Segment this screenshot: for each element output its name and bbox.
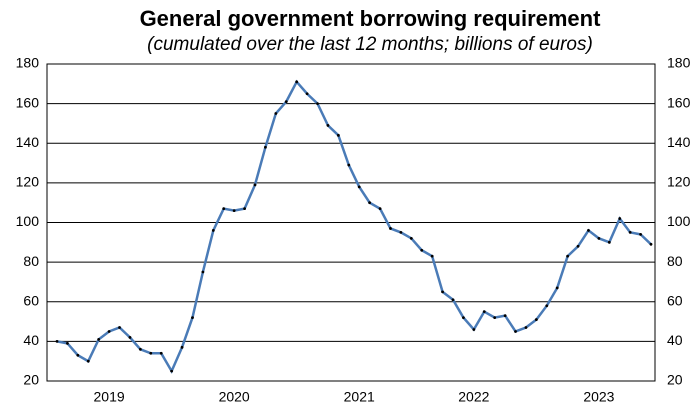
y-tick-label: 40 [23, 332, 39, 348]
data-point [409, 236, 413, 240]
data-point [86, 359, 90, 363]
data-point [399, 231, 403, 234]
x-tick-label: 2022 [458, 389, 489, 405]
y2-tick-label: 160 [667, 94, 691, 110]
data-point [587, 229, 590, 232]
data-point [493, 316, 497, 319]
data-point [159, 351, 163, 355]
x-tick-label: 2020 [219, 389, 250, 405]
y2-tick-label: 120 [667, 174, 691, 190]
data-point [253, 183, 257, 187]
data-point [201, 270, 205, 274]
data-line [56, 79, 652, 374]
data-point [316, 102, 319, 106]
data-point [524, 326, 528, 329]
data-point [378, 207, 382, 211]
y-tick-label: 60 [23, 292, 39, 308]
data-point [55, 339, 59, 343]
data-point [607, 240, 611, 244]
data-point [211, 229, 215, 232]
data-point [180, 345, 184, 349]
data-point [347, 163, 351, 167]
chart-subtitle: (cumulated over the last 12 months; bill… [147, 34, 593, 55]
data-point [482, 310, 486, 314]
data-point [232, 209, 236, 213]
y-tick-label: 180 [16, 55, 40, 71]
y2-tick-label: 80 [667, 253, 683, 269]
data-point [66, 341, 69, 345]
data-point [597, 236, 601, 240]
data-point [534, 318, 538, 321]
chart-title: General government borrowing requirement [140, 6, 602, 31]
y-tick-label: 80 [23, 253, 39, 269]
data-point [128, 336, 132, 339]
x-tick-label: 2023 [583, 389, 614, 405]
data-point [284, 100, 288, 104]
y2-tick-label: 20 [667, 372, 683, 388]
data-point [430, 254, 434, 258]
data-point [639, 232, 642, 236]
data-point [118, 326, 121, 329]
data-point [618, 217, 622, 220]
data-point [555, 286, 559, 290]
data-point [326, 124, 330, 127]
x-tick-label: 2021 [344, 389, 375, 405]
data-point [191, 316, 194, 319]
y-tick-label: 140 [16, 134, 40, 150]
y-tick-label: 160 [16, 94, 40, 110]
data-point [389, 227, 392, 230]
data-point [336, 133, 340, 137]
data-point [149, 351, 153, 355]
y2-tick-label: 180 [667, 55, 691, 71]
data-point [76, 353, 80, 357]
data-point [576, 244, 580, 248]
data-point [472, 328, 476, 331]
y-tick-label: 100 [16, 213, 40, 229]
data-point [295, 80, 299, 84]
data-point [305, 92, 309, 96]
data-point [462, 316, 465, 319]
data-point [503, 314, 507, 318]
data-point [222, 207, 226, 211]
data-point [545, 304, 549, 308]
data-point [138, 347, 142, 351]
data-point [420, 248, 424, 252]
data-point [441, 290, 444, 294]
data-point [357, 185, 361, 189]
data-point [514, 330, 517, 333]
data-point [566, 254, 570, 258]
plot-frame [46, 63, 656, 382]
data-point [451, 298, 455, 302]
data-point [628, 231, 632, 234]
y2-tick-label: 140 [667, 134, 691, 150]
data-point [107, 330, 111, 333]
data-point [649, 242, 653, 246]
data-point [274, 112, 278, 115]
data-point [170, 369, 174, 373]
data-point [264, 145, 267, 149]
data-point [368, 201, 372, 205]
y2-tick-label: 60 [667, 292, 683, 308]
y-tick-label: 120 [16, 174, 40, 190]
y2-tick-label: 40 [667, 332, 683, 348]
x-tick-label: 2019 [94, 389, 125, 405]
y-tick-label: 20 [23, 372, 39, 388]
data-point [97, 337, 101, 341]
y2-tick-label: 100 [667, 213, 691, 229]
data-point [243, 207, 246, 211]
